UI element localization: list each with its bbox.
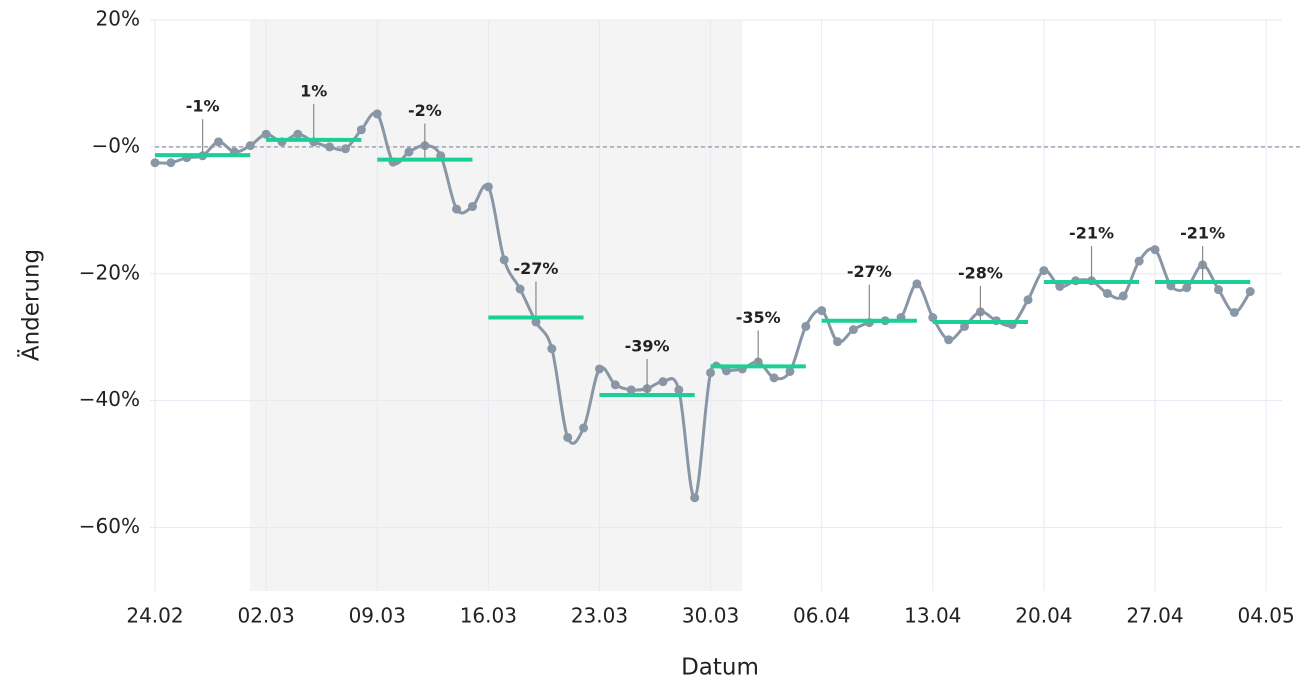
point [801,321,811,331]
x-tick-label: 20.04 [1015,604,1072,628]
shaded-period [250,20,743,591]
point [1039,266,1049,276]
point [293,129,303,139]
point [150,158,160,168]
x-tick-label: 24.02 [126,604,183,628]
point [912,279,922,289]
point [356,125,366,135]
y-tick-label: 20% [96,7,140,31]
point [833,337,843,347]
point [1102,288,1112,298]
point [579,423,589,433]
point [610,380,620,390]
y-tick-label: −0% [92,133,141,157]
point [785,366,795,376]
x-tick-label: 13.04 [904,604,961,628]
point [769,373,779,383]
point [1023,295,1033,305]
point [1055,281,1065,291]
weekly-label: -28% [958,263,1003,282]
point [658,377,668,387]
x-tick-label: 16.03 [460,604,517,628]
weekly-label: -27% [847,262,892,281]
x-tick-label: 04.05 [1237,604,1294,628]
weekly-label: 1% [300,81,327,100]
y-tick-label: −20% [79,260,140,284]
weekly-label: -21% [1180,224,1225,243]
x-tick-label: 30.03 [682,604,739,628]
point [674,385,684,395]
point [944,335,954,345]
x-tick-label: 06.04 [793,604,850,628]
point [706,368,716,378]
weekly-label: -2% [408,101,442,120]
line [154,111,1252,500]
point [166,158,176,168]
point [1245,287,1255,297]
point [960,321,970,331]
point [340,144,350,154]
point [325,142,335,152]
weekly-label: -35% [736,308,781,327]
point [483,182,493,192]
point [1229,307,1239,317]
point [499,255,509,265]
point [928,313,938,323]
weekly-label: -21% [1069,224,1114,243]
x-tick-label: 27.04 [1126,604,1183,628]
point [245,141,255,151]
y-tick-label: −40% [79,387,140,411]
point [547,344,557,354]
point [721,366,731,376]
point [1214,285,1224,295]
point [467,202,477,212]
point [515,284,525,294]
point [1134,256,1144,266]
point [563,432,573,442]
point [626,385,636,395]
point [690,493,700,503]
x-tick-label: 09.03 [349,604,406,628]
point [848,325,858,335]
y-axis-label: Änderung [17,249,45,361]
weekly-label: -27% [513,259,558,278]
weekly-label: -39% [625,336,670,355]
weekly-label: -1% [186,97,220,116]
point [594,364,604,374]
point [213,137,223,147]
point [1150,245,1160,255]
point [1118,291,1128,301]
point [404,147,414,157]
point [261,129,271,139]
x-tick-label: 02.03 [237,604,294,628]
point [1182,283,1192,293]
point [817,306,827,316]
point [531,317,541,327]
point [372,109,382,119]
x-tick-label: 23.03 [571,604,628,628]
y-tick-label: −60% [79,514,140,538]
point [452,204,462,214]
x-axis-label: Datum [681,655,759,681]
